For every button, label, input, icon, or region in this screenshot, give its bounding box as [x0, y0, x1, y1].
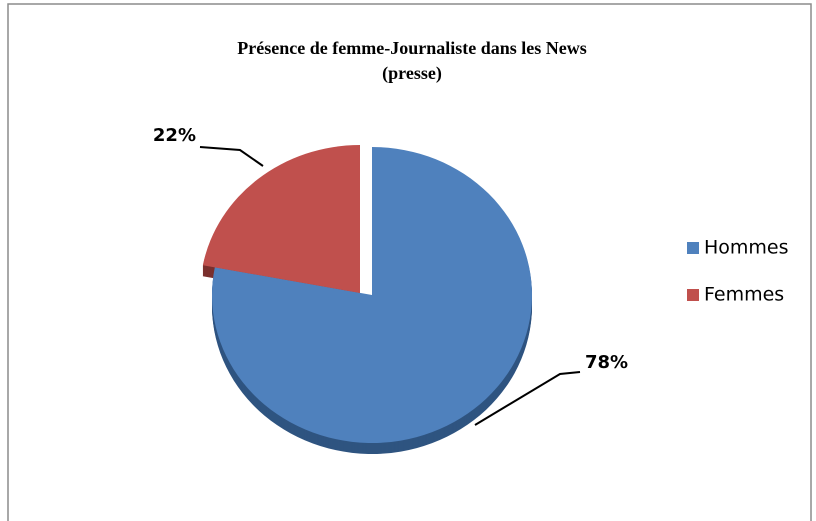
legend-label: Hommes — [704, 237, 789, 259]
chart-title: (presse) — [382, 63, 442, 84]
legend-label: Femmes — [704, 284, 784, 306]
leader-line — [199, 146, 264, 167]
legend-swatch — [687, 242, 699, 254]
chart-title: Présence de femme-Journaliste dans les N… — [237, 38, 586, 58]
data-label: 22% — [153, 125, 196, 146]
legend-swatch — [687, 289, 699, 301]
pie-slice — [202, 145, 360, 293]
data-label: 78% — [585, 352, 628, 373]
leader-line — [474, 371, 581, 426]
pie-slice — [212, 147, 532, 443]
